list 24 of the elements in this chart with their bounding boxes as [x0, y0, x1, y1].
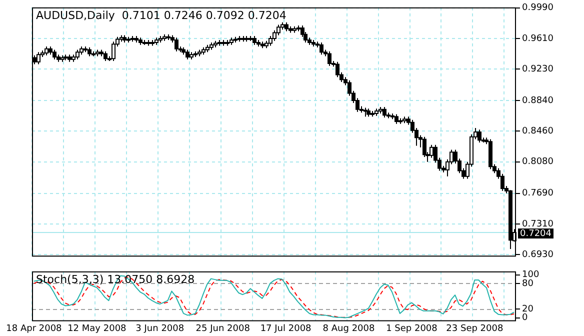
x-tick-label: 3 Jun 2008	[136, 324, 184, 334]
x-tick-label: 12 May 2008	[68, 324, 127, 334]
ref-line-label: 0.7204	[520, 228, 552, 239]
y-tick-label: 100	[522, 270, 540, 280]
x-tick-label: 17 Jul 2008	[260, 324, 312, 334]
y-tick-label: 20	[522, 304, 534, 315]
y-tick-label: 0.9990	[522, 3, 554, 14]
x-tick-label: 23 Sep 2008	[446, 324, 504, 334]
y-tick-label: 80	[522, 278, 534, 289]
x-tick-label: 1 Sep 2008	[386, 324, 438, 334]
x-tick-label: 25 Jun 2008	[196, 324, 250, 334]
y-tick-label: 0.8840	[522, 96, 554, 106]
y-tick-label: 0.8460	[522, 126, 554, 137]
y-tick-label: 0	[522, 313, 528, 324]
y-tick-label: 0.9610	[522, 34, 554, 44]
y-tick-label: 0.6930	[522, 250, 554, 260]
y-tick-label: 0.7310	[522, 219, 554, 230]
y-tick-label: 0.9230	[522, 64, 554, 74]
x-tick-label: 8 Aug 2008	[322, 324, 375, 334]
y-tick-label: 0.8080	[522, 157, 554, 168]
candlestick	[508, 190, 512, 250]
x-tick-label: 18 Apr 2008	[6, 324, 62, 334]
y-tick-label: 0.7690	[522, 188, 554, 199]
chart-title: AUDUSD,Daily 0.7101 0.7246 0.7092 0.7204	[36, 8, 286, 22]
